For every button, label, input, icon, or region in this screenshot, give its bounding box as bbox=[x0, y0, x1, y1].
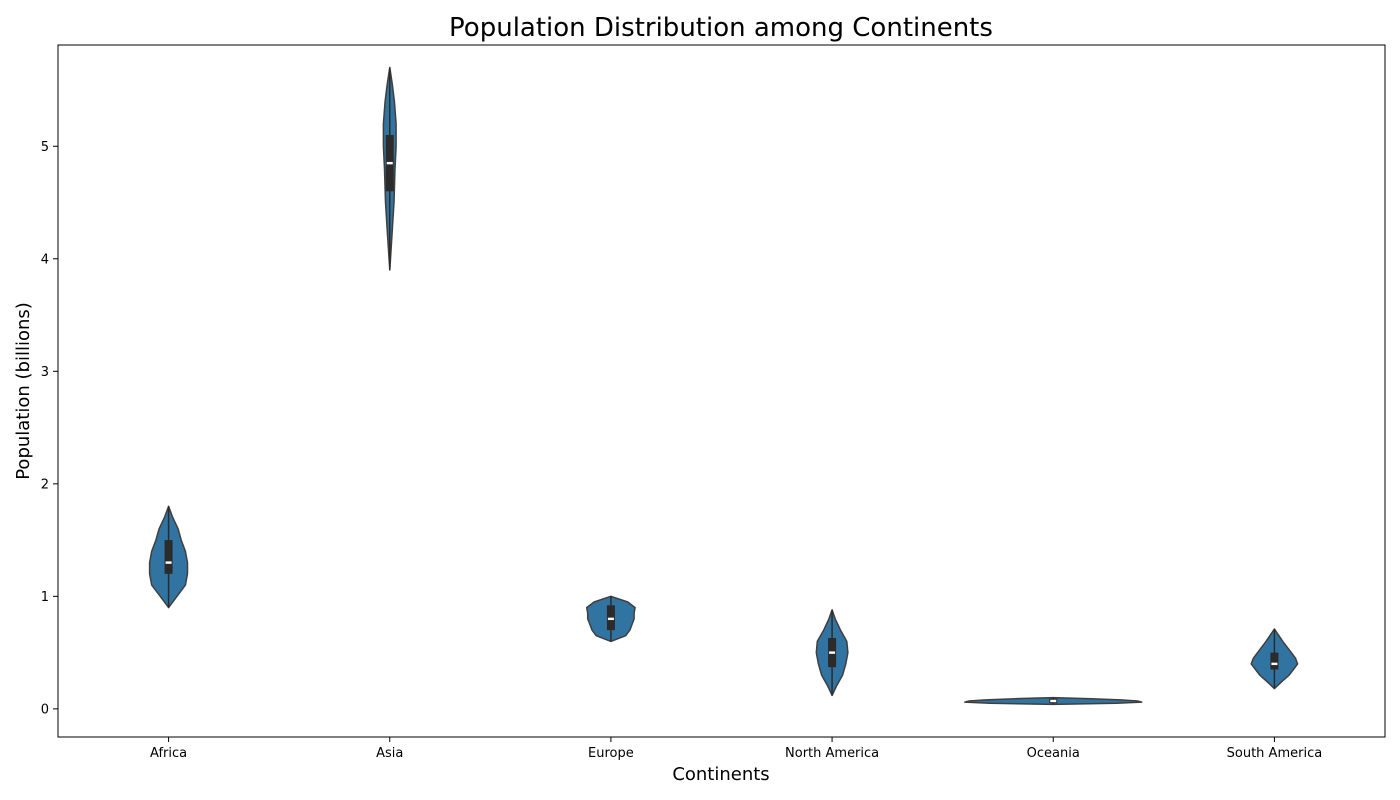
violin-median-marker bbox=[607, 617, 614, 621]
y-axis-label: Population (billions) bbox=[13, 302, 34, 480]
violin-median-marker bbox=[165, 561, 172, 564]
x-tick-label: Asia bbox=[376, 746, 403, 761]
x-tick-label: North America bbox=[785, 746, 879, 761]
y-tick-label: 1 bbox=[41, 590, 49, 605]
y-tick-label: 0 bbox=[41, 702, 49, 717]
y-tick-label: 4 bbox=[41, 252, 49, 267]
violin-median-marker bbox=[1271, 662, 1278, 666]
x-tick-label: Oceania bbox=[1027, 746, 1080, 761]
x-tick-label: Europe bbox=[588, 746, 634, 761]
violin-iqr-box bbox=[1270, 652, 1279, 670]
y-tick-label: 5 bbox=[41, 140, 49, 155]
x-tick-label: South America bbox=[1227, 746, 1323, 761]
y-tick-label: 3 bbox=[41, 365, 49, 380]
violin-median-marker bbox=[386, 161, 393, 165]
violin-median-marker bbox=[1050, 699, 1057, 703]
plot-area: 0 1 2 3 4 5 Africa Asia Europe North America Ocean… bbox=[41, 66, 1323, 761]
chart-title: Population Distribution among Continents bbox=[449, 13, 993, 43]
violin-median-marker bbox=[829, 651, 836, 654]
plot-frame bbox=[57, 44, 1386, 738]
violin-iqr-box bbox=[164, 540, 173, 574]
x-axis-label: Continents bbox=[672, 764, 769, 785]
x-tick-label: Africa bbox=[150, 746, 187, 761]
y-tick-label: 2 bbox=[41, 477, 49, 492]
